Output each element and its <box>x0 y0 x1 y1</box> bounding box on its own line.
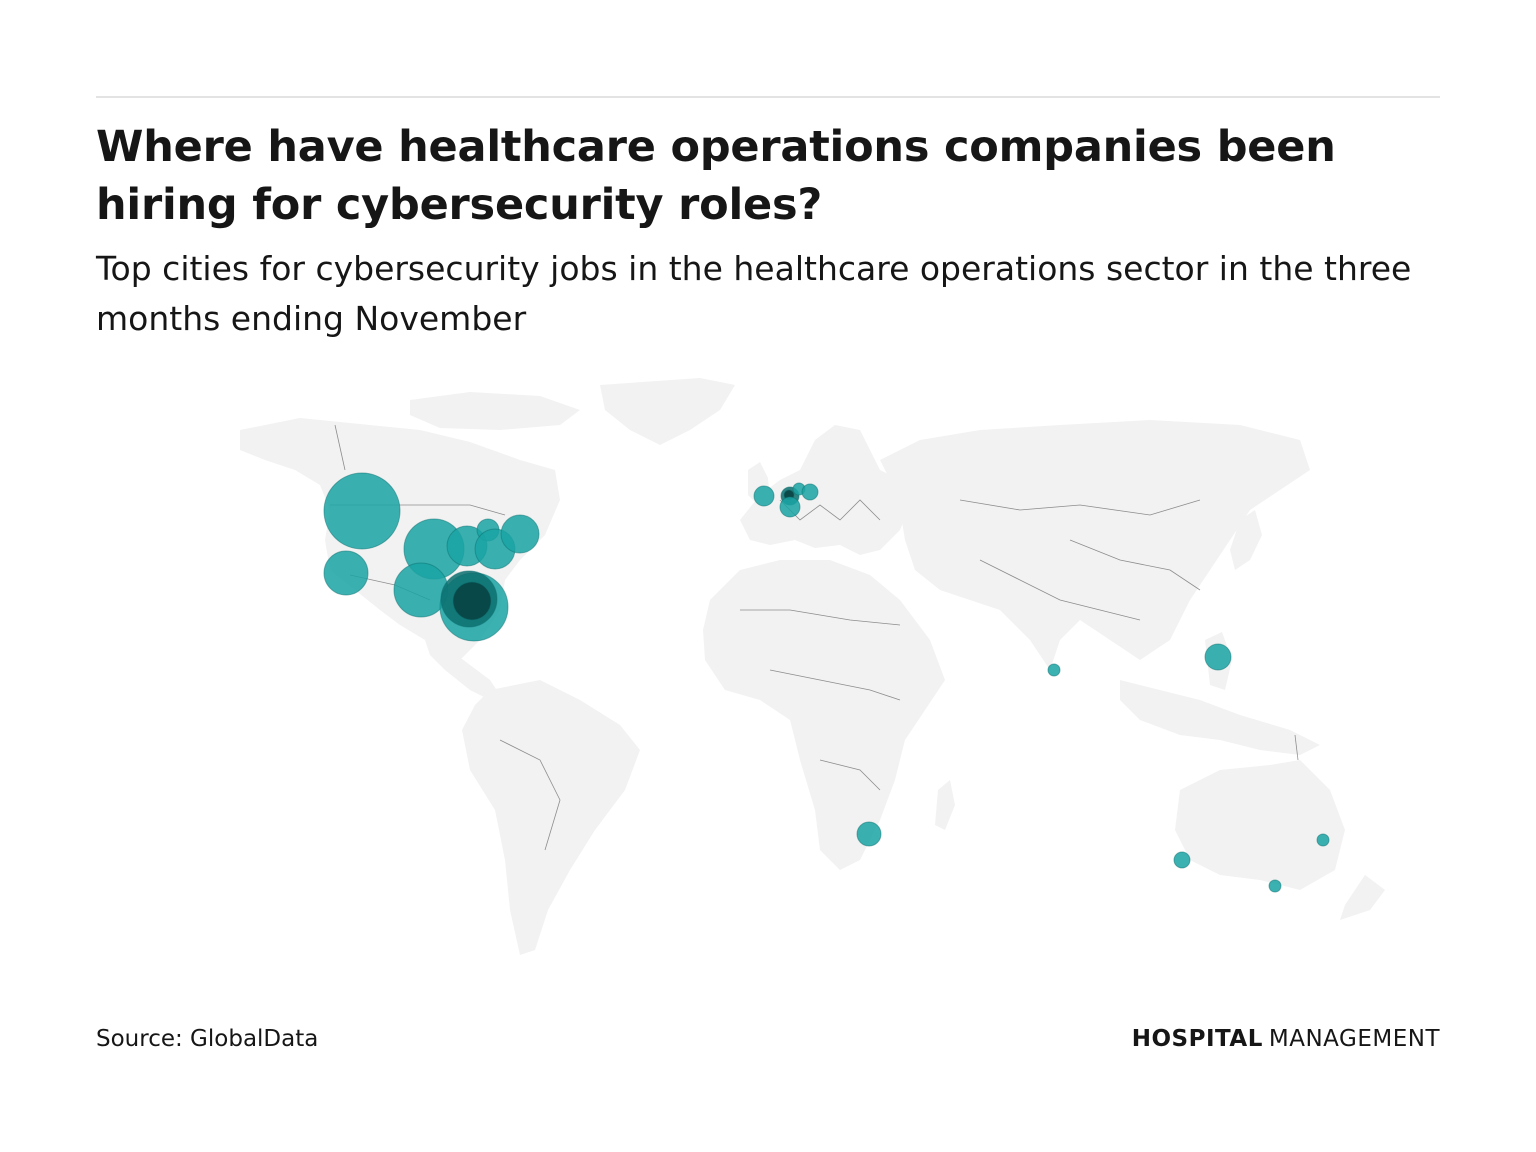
border-south-america <box>499 739 561 851</box>
land-europe <box>740 425 910 555</box>
brand-logo-bold: HOSPITAL <box>1131 1026 1263 1052</box>
bubble-perth <box>1173 851 1191 869</box>
land-masses <box>240 378 1385 955</box>
source-note: Source: GlobalData <box>96 1026 319 1052</box>
top-rule <box>96 96 1440 98</box>
land-australia <box>1175 760 1345 890</box>
border-europe <box>779 499 881 521</box>
border-africa-south <box>819 759 881 791</box>
land-south-america <box>462 680 640 955</box>
border-china <box>1069 539 1201 591</box>
land-new-zealand <box>1340 875 1385 920</box>
land-arctic-islands <box>410 392 580 430</box>
brand-logo: HOSPITAL MANAGEMENT <box>1132 1024 1440 1054</box>
bubble-philippines <box>1204 643 1232 671</box>
bubble-west-coast-north <box>323 472 401 550</box>
bubble-london <box>753 485 775 507</box>
border-asia-central <box>959 499 1201 516</box>
chart-title: Where have healthcare operations compani… <box>96 122 1336 230</box>
border-indonesia <box>1294 734 1299 761</box>
bubble-europe-5 <box>779 496 801 518</box>
land-central-america <box>425 640 500 700</box>
border-africa-central <box>769 669 901 701</box>
bubble-southeast-3 <box>452 581 492 621</box>
bubble-west-coast-south <box>323 550 369 596</box>
land-southeast-asia <box>1120 680 1320 755</box>
bubble-northeast-3 <box>500 514 540 554</box>
bubble-sydney <box>1316 833 1330 847</box>
bubble-europe-4 <box>801 483 819 501</box>
bubble-melbourne <box>1268 879 1282 893</box>
border-asia-south <box>979 559 1141 621</box>
land-japan <box>1230 510 1262 570</box>
brand-logo-regular: MANAGEMENT <box>1268 1026 1440 1052</box>
bubble-india <box>1047 663 1061 677</box>
land-asia <box>880 420 1310 670</box>
land-africa <box>703 560 945 870</box>
chart-subtitle: Top cities for cybersecurity jobs in the… <box>96 249 1412 338</box>
world-map <box>240 378 1385 955</box>
bubble-south-africa <box>856 821 882 847</box>
country-borders <box>330 424 1299 851</box>
land-greenland <box>600 378 735 445</box>
border-africa-north <box>740 609 901 626</box>
land-madagascar <box>935 780 955 830</box>
border-alaska <box>334 424 346 471</box>
city-bubbles <box>323 472 1330 893</box>
